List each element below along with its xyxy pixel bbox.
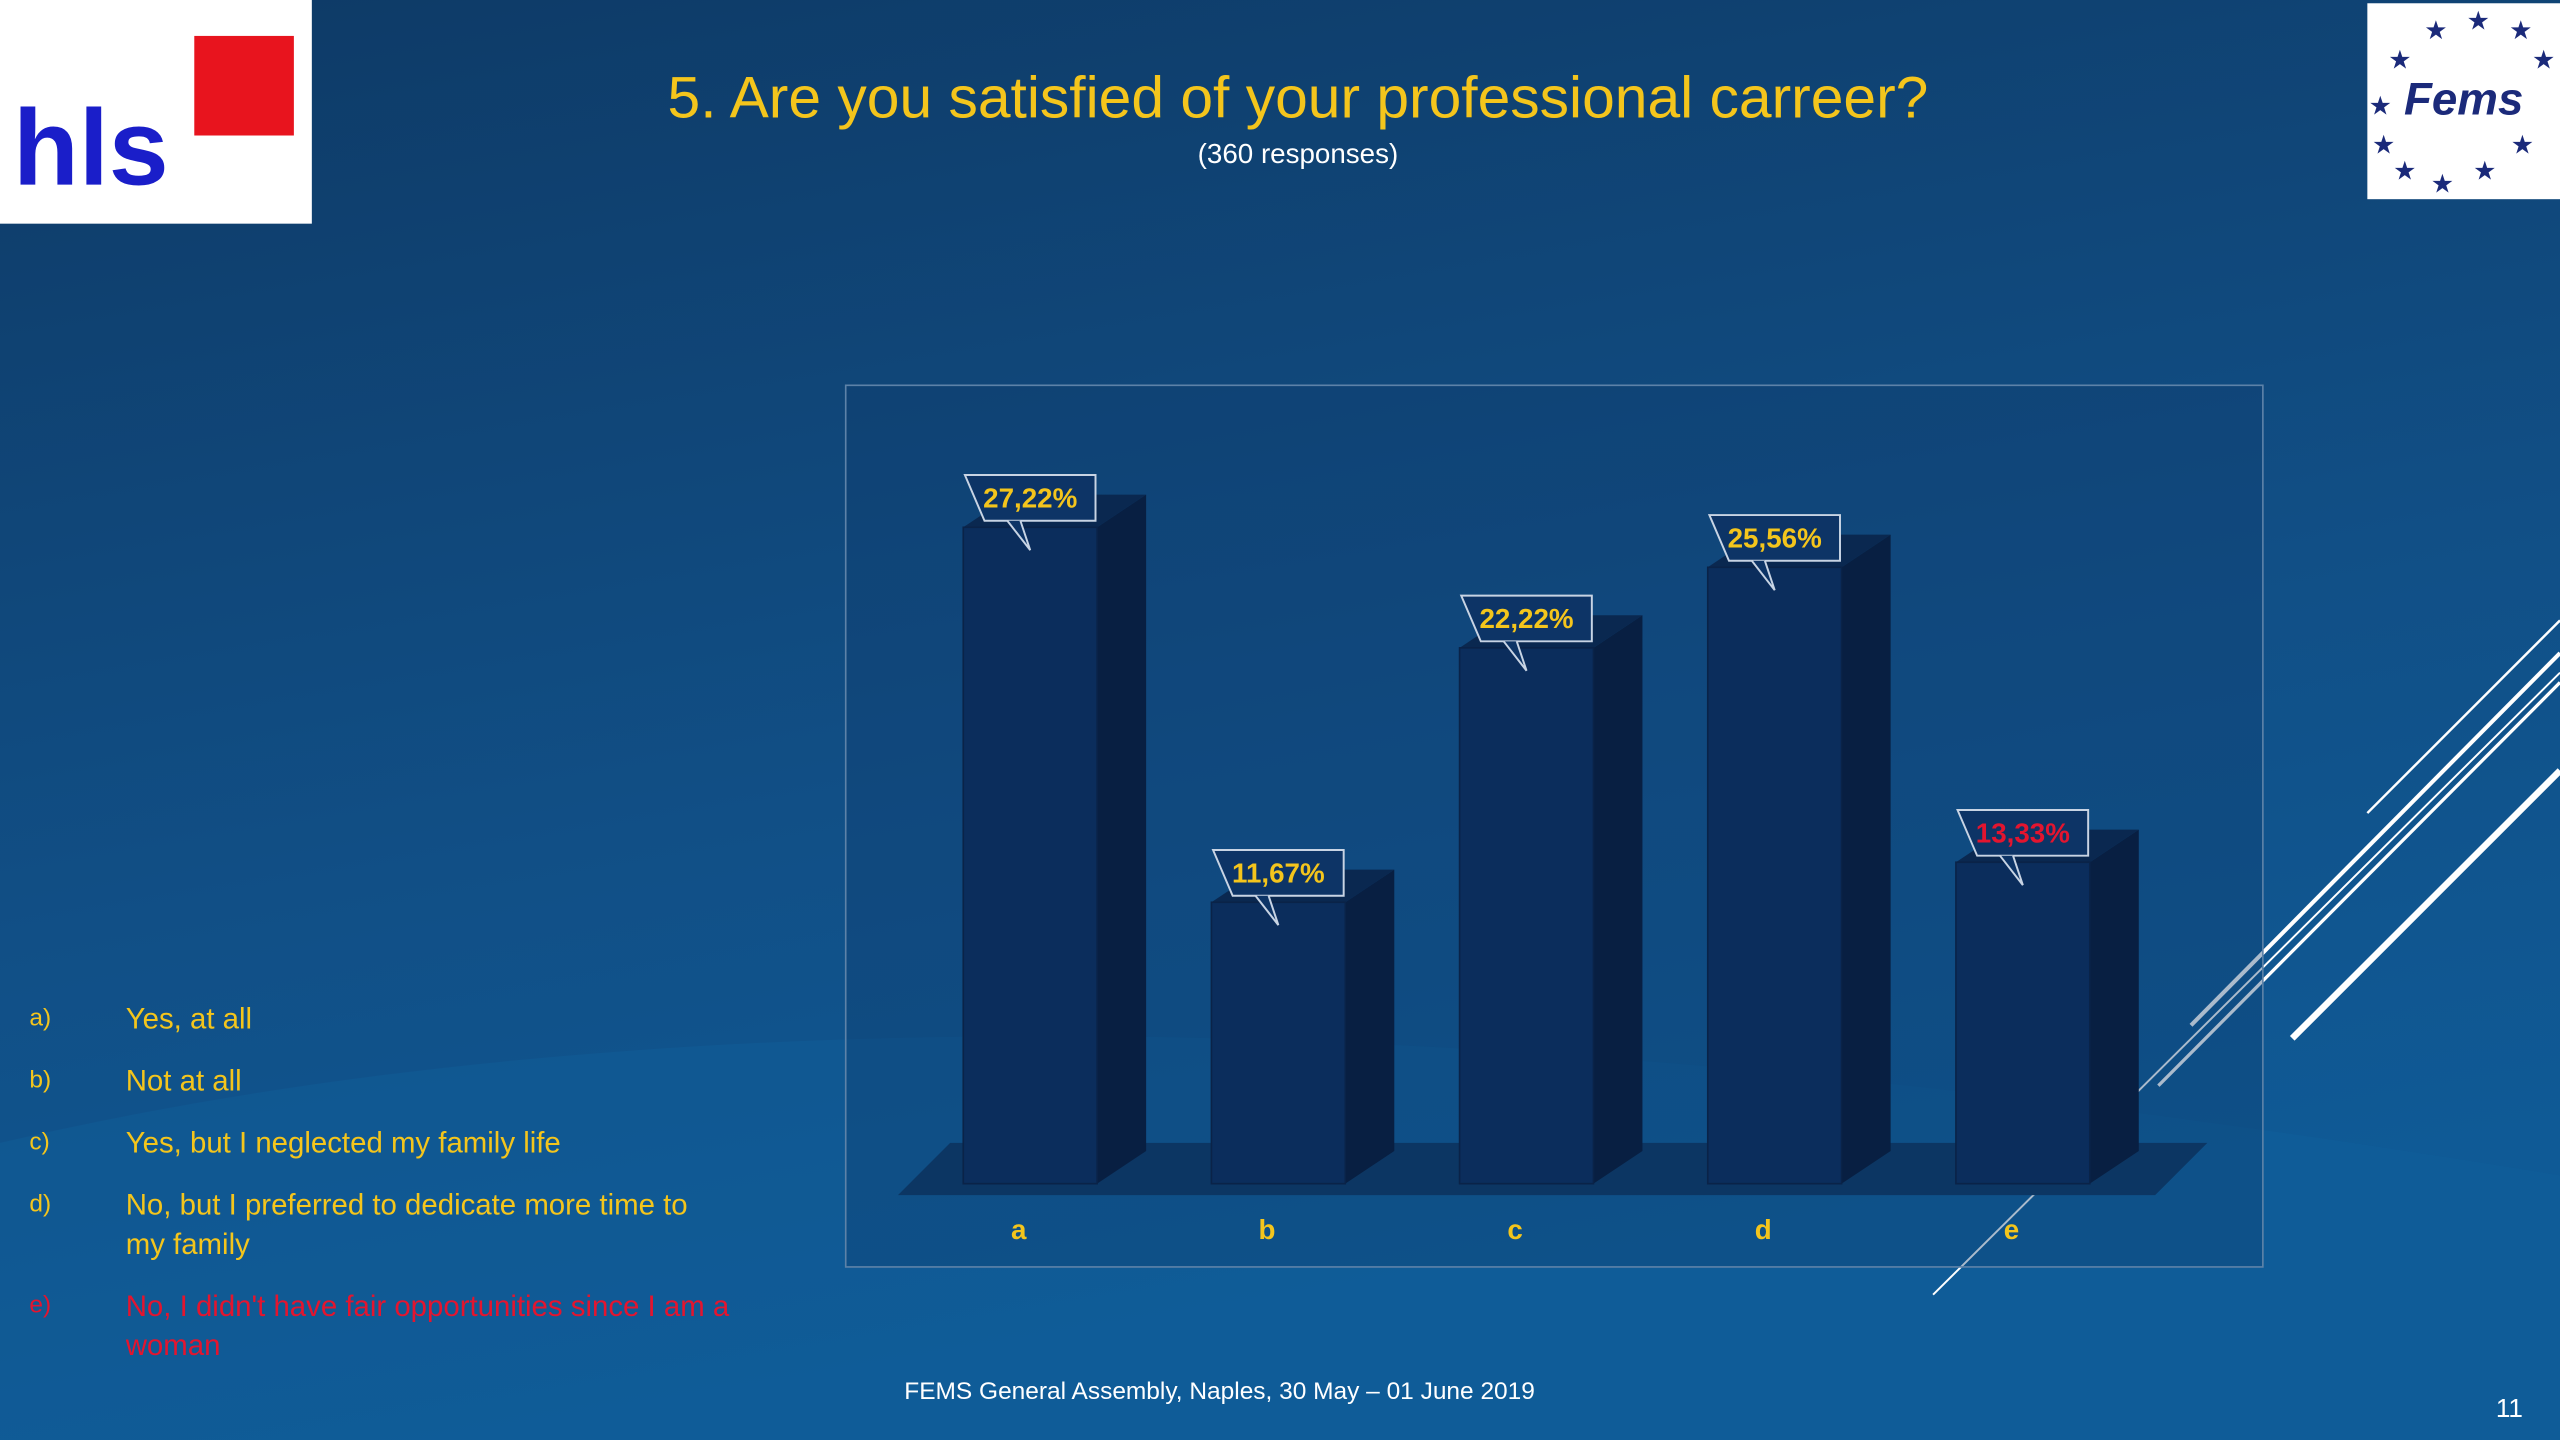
option-text-box: No, but I preferred to dedicate more tim… [125,1188,688,1261]
option-letter: b) [29,1066,51,1093]
svg-text:★: ★ [2393,156,2416,186]
svg-text:★: ★ [2511,129,2534,159]
page-number: 11 [2496,1393,2523,1423]
bar [1955,861,2091,1185]
option-text-box: Yes, but I neglected my family life [125,1126,561,1160]
bar [1210,901,1347,1185]
value-label: 25,56% [1728,523,1822,554]
x-tick-label: c [1507,1214,1522,1245]
option-letter: a) [29,1004,51,1031]
svg-text:★: ★ [2372,129,2395,159]
option-text-box: Not at all [125,1064,242,1098]
logo-stars: ★ ★ ★ ★ ★ ★ ★ ★ ★ ★ ★ [2369,5,2556,198]
svg-text:★: ★ [2388,45,2411,75]
x-tick-label: b [1258,1214,1275,1245]
svg-text:★: ★ [2369,90,2392,120]
callout-tail [1254,895,1280,926]
svg-text:★: ★ [2509,15,2532,45]
bar [962,526,1098,1185]
bar-side [2089,829,2139,1184]
bar-side [1841,534,1891,1184]
option-letter: e) [29,1292,51,1319]
svg-text:★: ★ [2424,15,2447,45]
logo-left-red [194,35,294,136]
bar [1706,566,1843,1185]
option-letter: c) [29,1128,49,1155]
svg-text:★: ★ [2473,156,2496,186]
callout-tail [1502,640,1528,672]
logo-right-box [2367,3,2560,200]
options-list: a) Yes, at all b) Not at all c) Yes, but I ne… [29,1002,730,1362]
svg-text:★: ★ [2532,45,2555,75]
background-wave [0,1036,2560,1440]
footer: FEMS General Assembly, Naples, 30 May – … [904,1378,1535,1405]
callout [1211,849,1345,897]
option-text: Not at all [125,1064,242,1098]
chart-title: 5. Are you satisfied of your professiona… [668,66,1929,131]
x-tick-label: e [2004,1214,2019,1245]
bar-side [1345,869,1395,1184]
plot: 27,22% a 11,67% b 22,22% c 25,56% d 13,33% e [962,474,2139,1245]
option-text: No, I didn't have fair opportunities sin… [125,1289,730,1362]
value-label: 11,67% [1232,858,1325,889]
x-tick-label: d [1755,1214,1772,1245]
option-text: No, but I preferred to dedicate more tim… [125,1188,688,1261]
x-tick-label: a [1011,1214,1027,1245]
callout-tail [1006,520,1032,551]
bar-side [1097,494,1147,1184]
callout [963,474,1097,522]
option-letter: d) [29,1190,51,1217]
option-text: Yes, at all [125,1002,253,1036]
option-text: Yes, but I neglected my family life [125,1126,561,1160]
svg-text:★: ★ [2467,5,2490,35]
option-text-box: No, I didn't have fair opportunities sin… [125,1289,730,1362]
logo-right-text: Fems [2404,73,2523,124]
bar [1458,647,1595,1185]
svg-text:★: ★ [2431,169,2454,199]
chart-subtitle: (360 responses) [1198,138,1399,169]
value-label: 13,33% [1976,818,2070,849]
callout [1956,809,2090,857]
bar-side [1593,615,1643,1184]
value-label: 22,22% [1479,603,1573,634]
callout-tail [1751,560,1776,591]
value-label: 27,22% [983,483,1077,514]
option-text-box: Yes, at all [125,1002,253,1036]
callout-tail [1999,855,2024,886]
logo-left-text: hls [13,86,169,207]
callout [1707,514,1841,562]
callout [1459,594,1593,643]
